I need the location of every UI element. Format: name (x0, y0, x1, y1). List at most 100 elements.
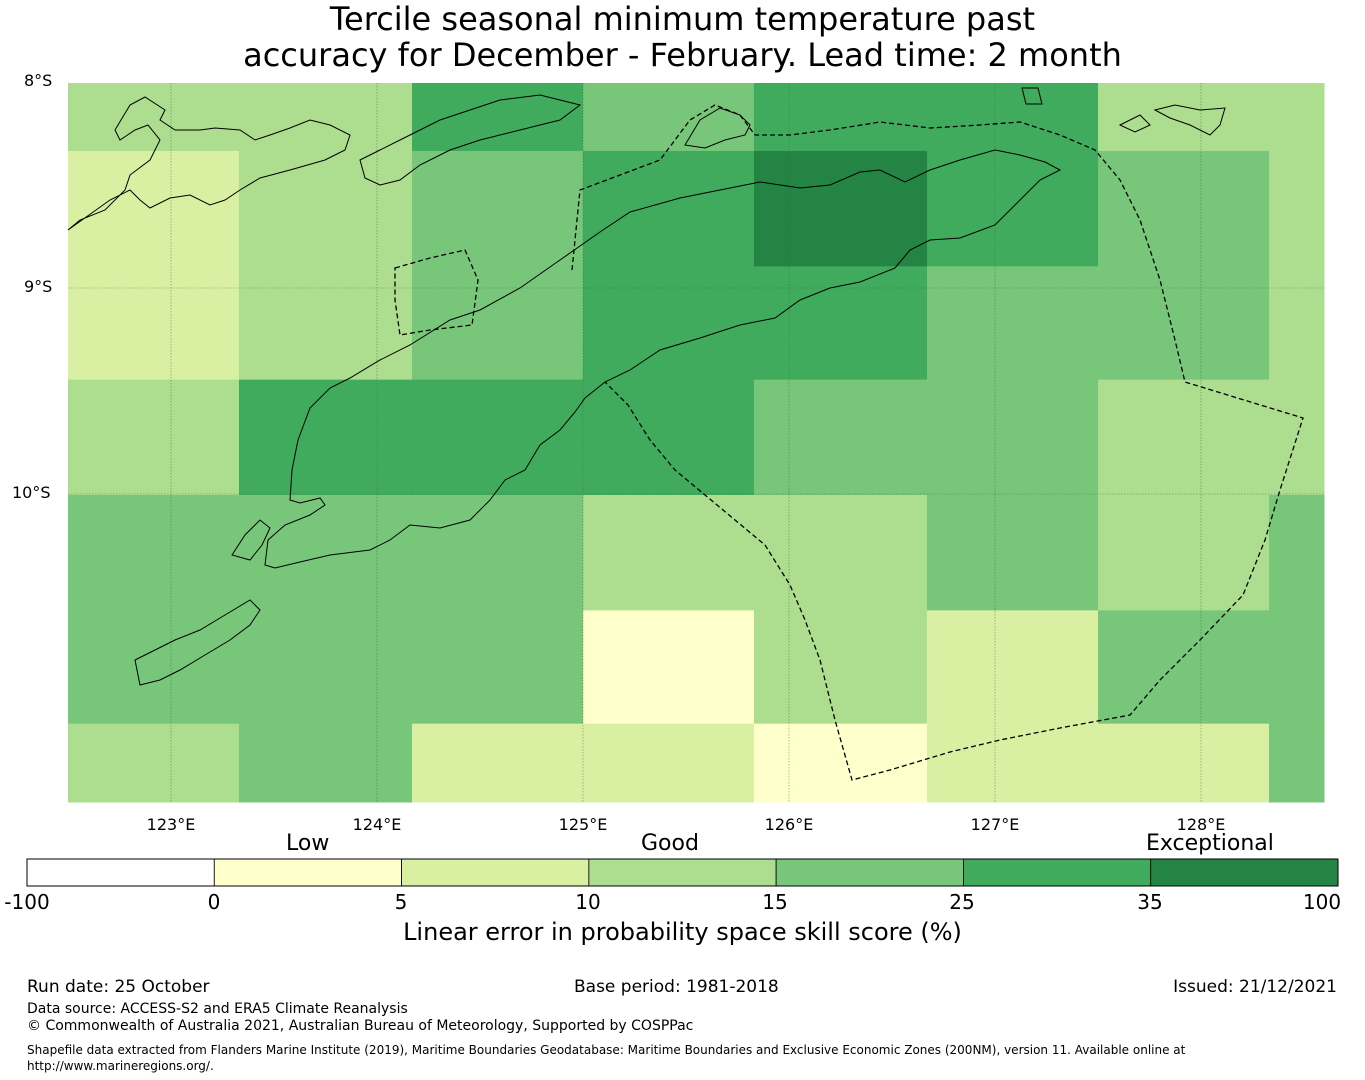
grid-cell (238, 150, 413, 267)
grid-cell (1098, 379, 1270, 496)
colorbar-tick: -100 (4, 890, 50, 914)
grid-cell (68, 266, 240, 381)
grid-cell (412, 379, 584, 496)
grid-cell (583, 610, 755, 725)
colorbar-segment (26, 858, 215, 887)
grid-cell (1098, 723, 1270, 803)
coastline-rote (134, 599, 261, 686)
grid-cell (583, 266, 755, 381)
colorbar-segment (401, 858, 590, 887)
grid-cell (1098, 83, 1270, 152)
grid-cell (238, 83, 413, 152)
lat-label-10s: 10°S (12, 483, 51, 502)
colorbar (26, 858, 1339, 887)
data-source: Data source: ACCESS-S2 and ERA5 Climate … (27, 1001, 408, 1017)
grid-cell (1268, 83, 1325, 152)
grid-cell (753, 150, 928, 267)
grid-cell (412, 266, 584, 381)
skill-grid (68, 83, 1325, 803)
grid-cell (753, 610, 928, 725)
grid-cell (1268, 379, 1325, 496)
grid-cell (927, 266, 1099, 381)
coastline-alor-east (359, 94, 582, 186)
grid-cell (412, 495, 584, 611)
grid-cell (238, 495, 413, 611)
category-low: Low (286, 831, 330, 856)
grid-cell (238, 610, 413, 725)
colorbar-tick: 15 (762, 890, 788, 914)
graticule (68, 83, 1324, 802)
grid-cell (583, 495, 755, 611)
lon-label-128e: 128°E (1176, 815, 1226, 834)
grid-cell (927, 379, 1099, 496)
grid-cell (1098, 610, 1270, 725)
grid-cell (927, 150, 1099, 267)
grid-cell (238, 723, 413, 803)
grid-cell (1268, 495, 1325, 611)
shapefile-credit: Shapefile data extracted from Flanders M… (27, 1043, 1186, 1057)
base-period: Base period: 1981-2018 (574, 977, 779, 997)
lon-label-123e: 123°E (146, 815, 196, 834)
coastline-timor (264, 149, 1062, 569)
coastline-damar (1153, 104, 1226, 136)
lat-label-9s: 9°S (24, 277, 53, 296)
colorbar-title: Linear error in probability space skill … (403, 918, 962, 946)
grid-cell (927, 495, 1099, 611)
grid-cell (583, 379, 755, 496)
grid-cell (927, 83, 1099, 152)
eez-boundaries (394, 104, 1304, 781)
grid-cell (753, 495, 928, 611)
colorbar-segment (963, 858, 1152, 887)
grid-cell (1268, 723, 1325, 803)
colorbar-tick: 35 (1137, 890, 1163, 914)
grid-cell (412, 83, 584, 152)
coastlines (67, 87, 1226, 686)
colorbar-segment (213, 858, 402, 887)
copyright: © Commonwealth of Australia 2021, Austra… (27, 1018, 694, 1034)
grid-cell (1098, 150, 1270, 267)
grid-cell (753, 266, 928, 381)
grid-cell (927, 610, 1099, 725)
grid-cell (1098, 266, 1270, 381)
grid-cell (238, 379, 413, 496)
grid-cell (68, 610, 240, 725)
grid-cell (68, 723, 240, 803)
eez-oecusse (394, 249, 479, 336)
colorbar-tick: 25 (949, 890, 975, 914)
grid-cell (412, 610, 584, 725)
grid-cell (238, 266, 413, 381)
colorbar-tick: 10 (575, 890, 601, 914)
coastline-alor (67, 96, 351, 231)
grid-cell (927, 723, 1099, 803)
grid-cell (1268, 266, 1325, 381)
colorbar-tick: 5 (394, 890, 408, 914)
colorbar-segment (1150, 858, 1339, 887)
grid-cell (412, 150, 584, 267)
grid-cell (412, 723, 584, 803)
issued-date: Issued: 21/12/2021 (1173, 977, 1337, 997)
grid-cell (1268, 150, 1325, 267)
grid-cell (583, 723, 755, 803)
coastline-wetar (684, 107, 751, 149)
lon-label-125e: 125°E (558, 815, 608, 834)
lon-label-126e: 126°E (764, 815, 814, 834)
grid-cell (68, 150, 240, 267)
grid-cell (583, 150, 755, 267)
grid-cell (583, 83, 755, 152)
eez-timor-leste (571, 104, 1304, 781)
grid-cell (753, 723, 928, 803)
category-good: Good (641, 831, 699, 856)
colorbar-outline (26, 858, 1339, 887)
title-line-2: accuracy for December - February. Lead t… (243, 36, 1122, 74)
category-exceptional: Exceptional (1146, 831, 1274, 856)
colorbar-tick: 100 (1302, 890, 1342, 914)
lon-label-124e: 124°E (352, 815, 402, 834)
grid-cell (1268, 610, 1325, 725)
grid-cell (1098, 495, 1270, 611)
title-line-1: Tercile seasonal minimum temperature pas… (329, 0, 1036, 38)
lat-label-8s: 8°S (24, 71, 53, 90)
grid-cell (68, 83, 240, 152)
coastline-atauro (1021, 87, 1043, 105)
grid-cell (753, 379, 928, 496)
